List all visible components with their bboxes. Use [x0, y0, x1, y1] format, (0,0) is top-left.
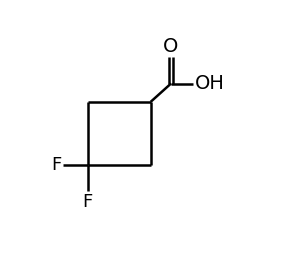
- Text: F: F: [82, 193, 93, 211]
- Text: OH: OH: [195, 74, 225, 93]
- Text: O: O: [163, 37, 179, 56]
- Text: F: F: [51, 156, 62, 174]
